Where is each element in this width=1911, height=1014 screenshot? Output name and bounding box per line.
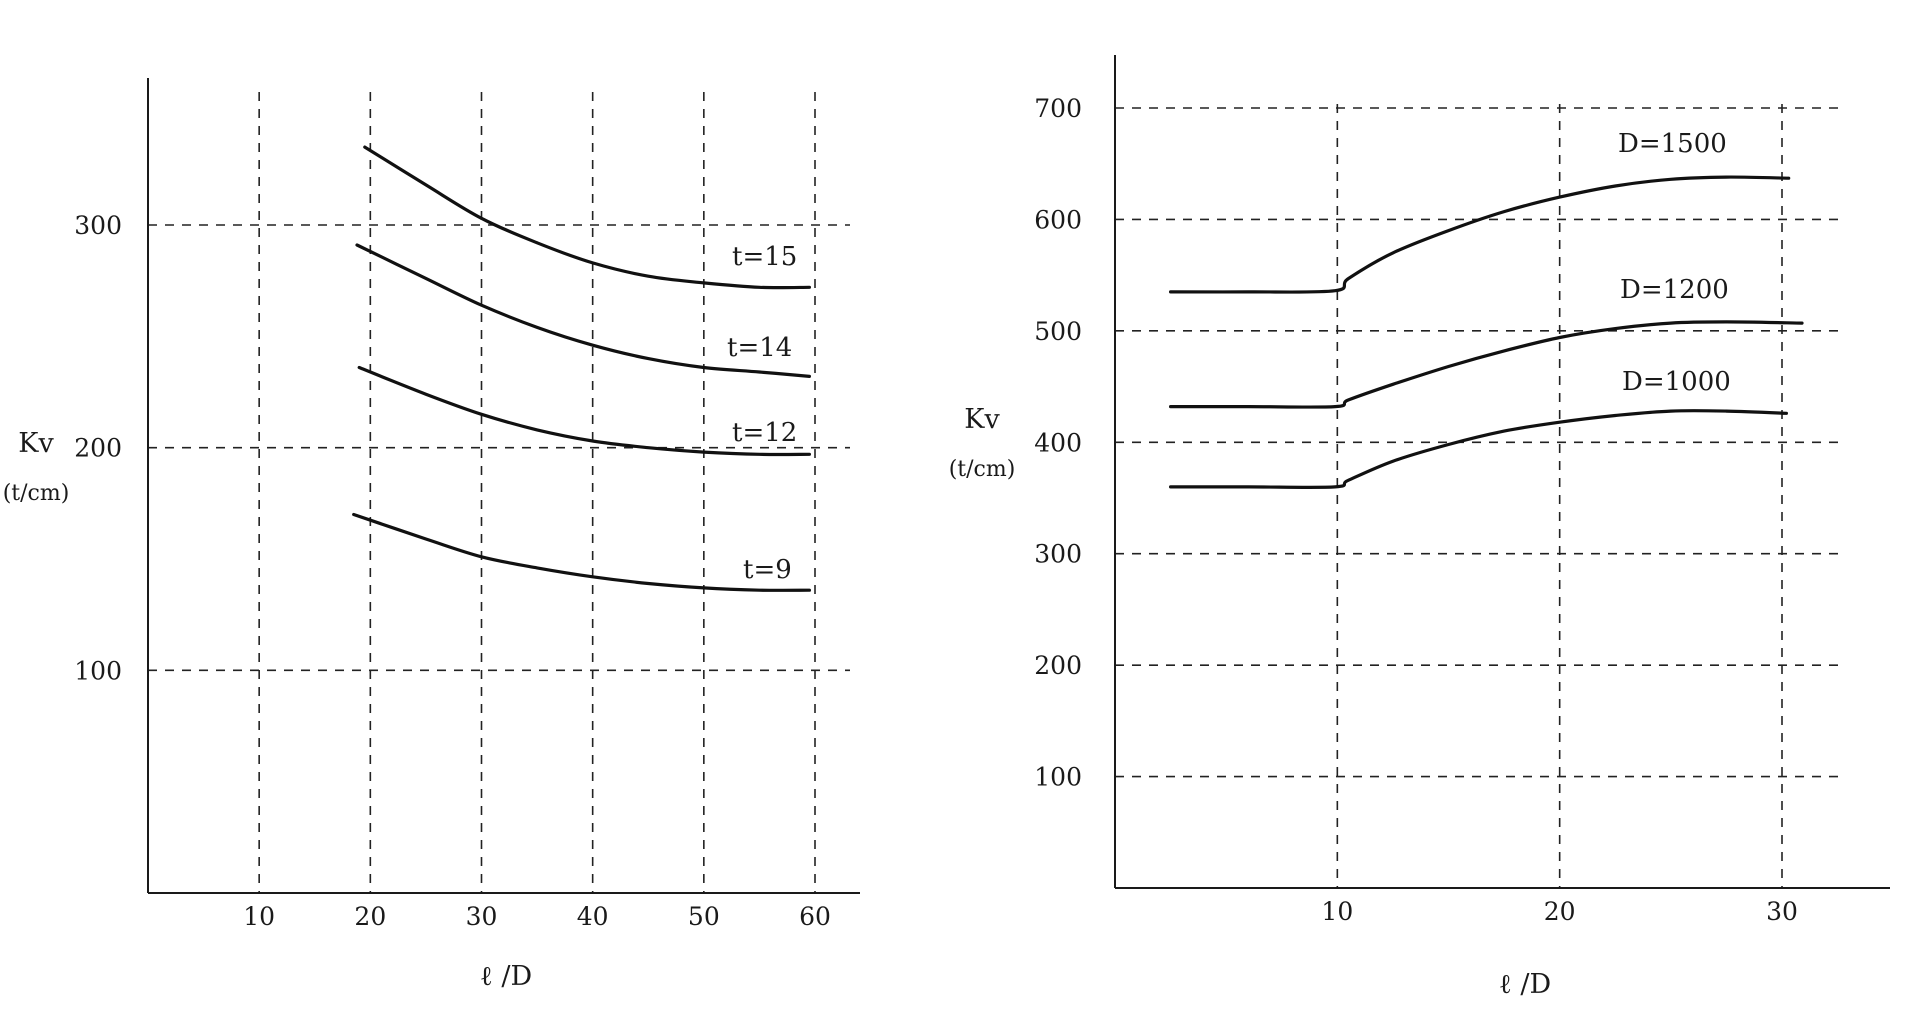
left-y-tick-label: 300 — [74, 211, 122, 240]
right-y-tick-label: 100 — [1034, 763, 1082, 792]
left-y-axis-unit: (t/cm) — [3, 481, 70, 506]
left-series-line-t-12 — [357, 365, 811, 457]
right-y-axis-unit: (t/cm) — [949, 457, 1016, 482]
right-series-label-d-1500: D=1500 — [1618, 129, 1727, 159]
left-y-tick-label: 100 — [74, 656, 122, 685]
right-y-tick-label: 500 — [1034, 317, 1082, 346]
left-x-tick-label: 30 — [466, 902, 498, 931]
left-x-tick-label: 60 — [799, 902, 831, 931]
left-x-axis-label: ℓ /D — [480, 961, 532, 992]
left-series-line-t-9 — [352, 512, 811, 592]
left-y-axis-label: Kv — [18, 428, 54, 459]
right-y-tick-label: 300 — [1034, 540, 1082, 569]
right-series-line-d-1200 — [1169, 320, 1804, 409]
right-y-tick-label: 700 — [1034, 94, 1082, 123]
left-series-label-t-14: t=14 — [727, 333, 792, 363]
right-y-tick-label: 400 — [1034, 428, 1082, 457]
right-y-tick-label: 600 — [1034, 205, 1082, 234]
right-y-tick-label: 200 — [1034, 651, 1082, 680]
right-x-tick-label: 30 — [1766, 897, 1798, 926]
left-series-label-t-15: t=15 — [732, 242, 797, 272]
right-x-tick-label: 20 — [1544, 897, 1576, 926]
left-series-label-t-9: t=9 — [743, 555, 792, 585]
chart-left: 10 20 30 40 50 60 100 200 300 ℓ /D Kv (t/cm) t=15 t=1… — [3, 78, 860, 992]
left-y-tick-label: 200 — [74, 434, 122, 463]
right-x-axis-label: ℓ /D — [1499, 969, 1551, 1000]
right-series-label-d-1200: D=1200 — [1620, 275, 1729, 305]
right-series-line-d-1000 — [1169, 409, 1788, 489]
left-x-tick-label: 50 — [688, 902, 720, 931]
right-series-label-d-1000: D=1000 — [1622, 367, 1731, 397]
right-y-axis-label: Kv — [964, 404, 1000, 435]
chart-right: 10 20 30 100 200 300 400 500 600 700 ℓ /D Kv (t/cm) D… — [949, 55, 1890, 1000]
left-series-line-t-15 — [363, 145, 811, 290]
left-series-line-t-14 — [355, 243, 811, 378]
left-x-tick-label: 40 — [577, 902, 609, 931]
left-x-tick-label: 20 — [354, 902, 386, 931]
left-x-tick-label: 10 — [243, 902, 275, 931]
right-x-tick-label: 10 — [1321, 897, 1353, 926]
left-series-label-t-12: t=12 — [732, 418, 797, 448]
right-series-line-d-1500 — [1169, 175, 1791, 294]
